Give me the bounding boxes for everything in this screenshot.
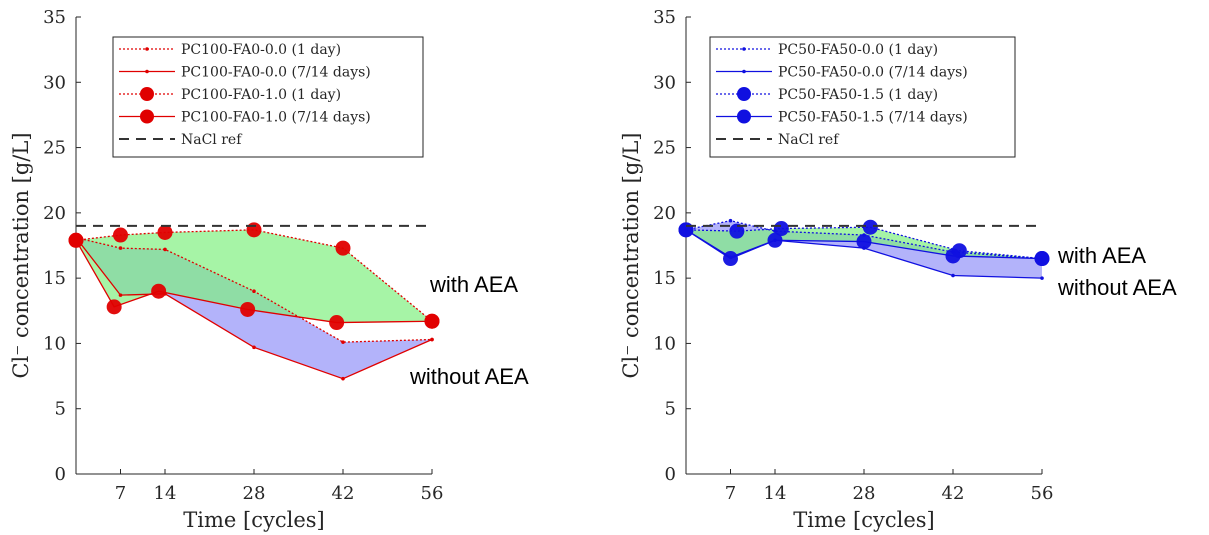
data-point [335,240,351,256]
x-axis-label: Time [cycles] [183,508,324,532]
annotation-with-aea: with AEA [1057,243,1146,268]
data-point [729,223,745,239]
data-point [424,313,440,329]
data-point [240,301,256,317]
x-tick-label: 7 [115,483,126,504]
series-line-2 [75,237,433,380]
x-tick-label: 56 [1031,483,1054,504]
legend-entry-label: PC100-FA0-1.0 (1 day) [181,87,341,103]
y-tick-label: 15 [43,268,66,289]
y-tick-label: 10 [653,333,676,354]
y-axis-label: Cl⁻ concentration [g/L] [9,132,33,378]
annotation-without-aea: without AEA [409,364,529,389]
legend-swatch-marker [742,69,746,74]
data-point [728,218,733,223]
data-point [1040,276,1044,280]
data-point [430,337,434,342]
series-line-4 [685,229,1043,260]
data-point [341,340,345,344]
legend-swatch-marker [140,109,154,124]
legend-entry-label: PC50-FA50-1.5 (7/14 days) [778,110,968,126]
data-point [118,293,123,297]
data-point [951,273,955,278]
data-point [773,221,789,237]
y-tick-label: 25 [653,138,676,159]
y-tick-label: 5 [55,399,66,420]
x-tick-label: 14 [764,483,787,504]
x-tick-label: 7 [725,483,736,504]
legend: PC50-FA50-0.0 (1 day) PC50-FA50-0.0 (7/14… [709,36,1016,158]
legend-swatch-marker [737,109,751,124]
annotation-without-aea: without AEA [1057,275,1177,300]
data-point [113,227,128,243]
y-axis-label: Cl⁻ concentration [g/L] [619,132,643,378]
x-axis-label: Time [cycles] [793,508,934,532]
data-point [856,234,872,250]
chart-panel-2: 0 5 10 15 20 25 30 35 7 14 28 42 56 Time [cycles] Cl⁻ … [619,7,1177,532]
data-point [767,232,783,248]
data-point [723,251,738,267]
legend-swatch-marker [145,69,149,74]
y-tick-label: 0 [55,464,66,485]
y-tick-label: 20 [653,203,676,224]
series-line-1 [75,237,433,343]
legend-swatch-marker [145,47,149,51]
chart-panel-1: 0 5 10 15 20 25 30 35 7 14 28 42 56 Time [cycles] Cl⁻ … [9,7,529,532]
data-point [151,283,167,299]
data-point [1034,251,1050,267]
data-point [118,246,123,250]
x-tick-label: 42 [942,483,965,504]
data-point [341,376,345,381]
data-point [678,222,694,238]
data-point [106,299,122,315]
data-point [252,345,256,350]
y-tick-label: 35 [43,7,66,28]
data-point [329,315,345,331]
y-tick-label: 0 [665,464,676,485]
data-point [945,248,961,264]
legend-entry-label: PC50-FA50-0.0 (1 day) [778,42,938,58]
series-line-2 [685,229,1043,279]
legend-swatch-marker [140,87,154,101]
data-point [246,222,262,238]
data-point [68,232,84,248]
legend-entry-label: NaCl ref [778,132,840,148]
y-tick-label: 35 [653,7,676,28]
y-tick-label: 20 [43,203,66,224]
y-tick-label: 10 [43,333,66,354]
data-point [862,219,878,235]
legend-entry-label: PC100-FA0-0.0 (7/14 days) [181,65,371,81]
series-line-1 [685,220,1043,260]
legend-box [112,36,424,158]
y-tick-label: 30 [43,72,66,93]
data-point [157,224,173,240]
legend-box [709,36,1016,158]
legend-entry-label: PC50-FA50-1.5 (1 day) [778,87,938,103]
data-point [163,247,167,252]
x-tick-label: 42 [332,483,355,504]
y-tick-label: 30 [653,72,676,93]
legend-entry-label: PC50-FA50-0.0 (7/14 days) [778,65,968,81]
y-tick-label: 5 [665,399,676,420]
legend-swatch-marker [737,87,751,101]
x-tick-label: 28 [853,483,876,504]
annotation-with-aea: with AEA [429,272,518,297]
y-tick-label: 25 [43,138,66,159]
legend: PC100-FA0-0.0 (1 day) PC100-FA0-0.0 (7/14… [112,36,424,158]
x-tick-label: 56 [421,483,444,504]
x-tick-label: 28 [243,483,266,504]
legend-entry-label: NaCl ref [181,132,243,148]
x-tick-label: 14 [154,483,177,504]
legend-entry-label: PC100-FA0-0.0 (1 day) [181,42,341,58]
series-line-4 [75,239,433,324]
data-point [252,289,256,294]
legend-entry-label: PC100-FA0-1.0 (7/14 days) [181,110,371,126]
y-tick-label: 15 [653,268,676,289]
legend-swatch-marker [742,47,746,51]
